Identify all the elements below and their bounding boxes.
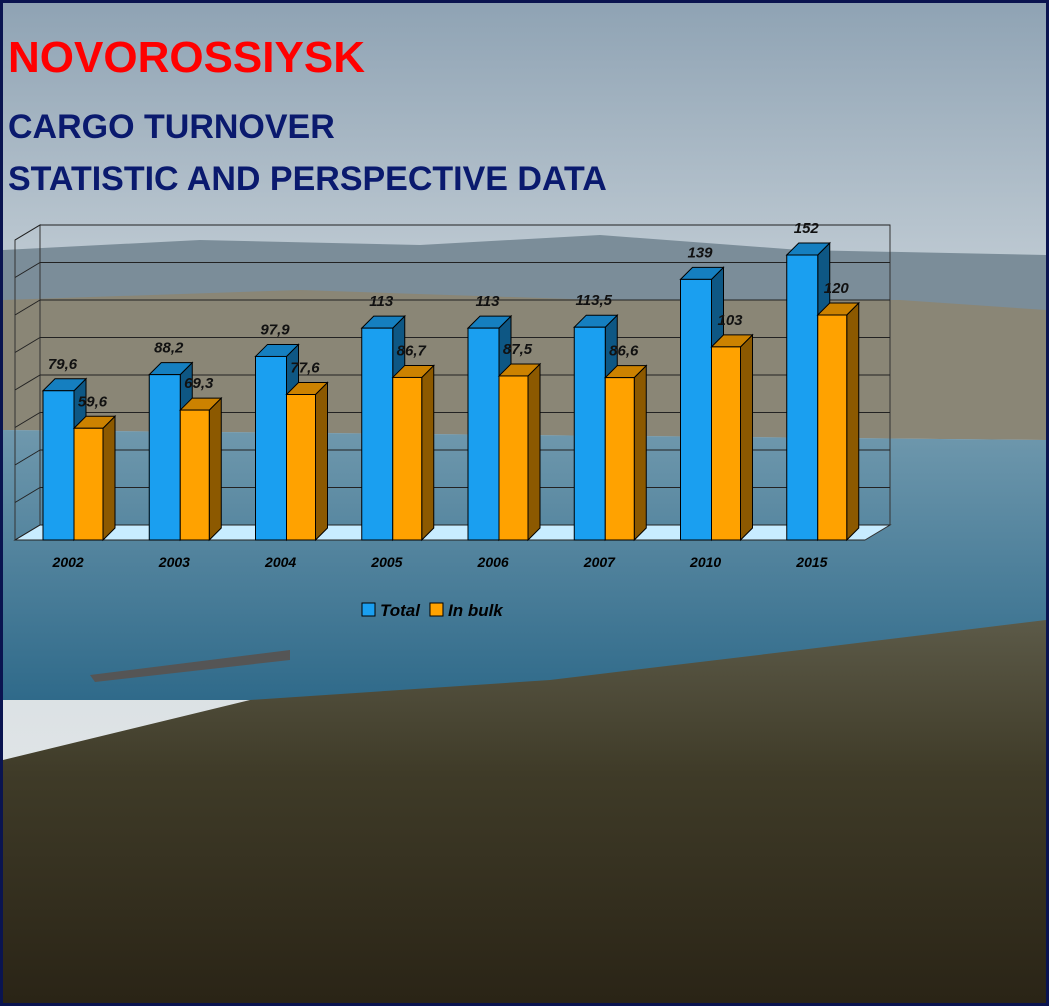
legend-swatch	[429, 602, 444, 617]
x-tick-label: 2002	[52, 554, 84, 570]
data-label: 103	[717, 312, 743, 329]
grid-line	[14, 337, 41, 353]
x-tick-label: 2005	[370, 554, 402, 570]
x-tick-label: 2004	[264, 554, 296, 570]
data-label: 86,6	[609, 343, 639, 360]
x-tick-label: 2015	[795, 554, 827, 570]
data-label: 113	[369, 293, 394, 310]
bar	[498, 375, 529, 541]
bar	[255, 355, 287, 541]
x-tick-label: 2006	[477, 554, 509, 570]
data-label: 77,6	[290, 360, 320, 377]
bar	[392, 376, 423, 541]
bar	[148, 374, 181, 541]
bar	[573, 326, 606, 541]
background-hills	[3, 620, 1046, 1003]
bar	[361, 327, 394, 541]
bar	[286, 394, 316, 541]
x-tick-label: 2010	[689, 554, 721, 570]
bar	[786, 254, 819, 541]
x-tick-label: 2003	[158, 554, 190, 570]
data-label: 59,6	[78, 393, 108, 410]
bar-side	[527, 362, 541, 542]
data-label: 120	[824, 280, 850, 297]
bar	[680, 278, 712, 541]
background-pier	[90, 650, 290, 682]
data-label: 139	[687, 244, 713, 261]
bar-side	[102, 415, 116, 542]
grid-line	[14, 299, 41, 316]
bar-side	[633, 364, 647, 542]
grid-line	[14, 487, 41, 503]
bar	[73, 427, 104, 541]
grid-line	[14, 262, 41, 278]
grid-line	[14, 374, 41, 391]
legend-label: Total	[380, 601, 421, 620]
legend-label: In bulk	[448, 601, 504, 620]
data-label: 97,9	[260, 321, 290, 338]
grid-line	[14, 449, 41, 466]
data-label: 69,3	[184, 375, 214, 392]
bar-side	[208, 396, 222, 542]
bar-side	[740, 333, 753, 542]
data-label: 113	[476, 293, 501, 310]
data-label: 152	[794, 220, 820, 237]
bar	[817, 314, 848, 541]
plot: 2002 79,6 59,6 2003 88,2 69,3 2004 97,9 77,6 2005…	[13, 220, 892, 620]
x-tick-label: 2007	[583, 554, 616, 570]
bar	[467, 327, 500, 541]
data-label: 79,6	[48, 356, 78, 373]
bar	[42, 390, 75, 541]
bar	[179, 409, 210, 541]
grid-line	[14, 524, 41, 541]
bar-side	[421, 364, 435, 542]
data-label: 113,5	[576, 292, 613, 309]
data-label: 88,2	[154, 340, 184, 357]
grid-line	[14, 224, 41, 241]
subtitle: STATISTIC AND PERSPECTIVE DATA	[8, 160, 607, 198]
bar	[604, 377, 635, 541]
grid-line	[14, 412, 41, 428]
bar-side	[315, 381, 328, 542]
title: NOVOROSSIYSK	[8, 33, 365, 82]
floor	[13, 524, 892, 541]
subtitle: CARGO TURNOVER	[8, 108, 335, 146]
legend-swatch	[361, 602, 376, 617]
data-label: 87,5	[503, 341, 533, 358]
data-label: 86,7	[397, 342, 427, 359]
bar-side	[846, 301, 860, 542]
bar	[711, 346, 741, 541]
